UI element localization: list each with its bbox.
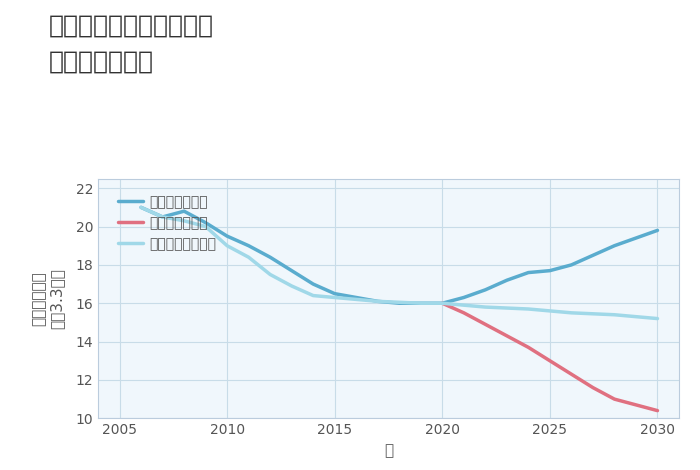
Line: ノーマルシナリオ: ノーマルシナリオ [141,207,657,319]
グッドシナリオ [136,204,145,210]
グッドシナリオ [589,252,597,258]
グッドシナリオ [524,270,533,275]
バッドシナリオ [653,408,662,414]
グッドシナリオ [653,227,662,233]
X-axis label: 年: 年 [384,443,393,458]
グッドシナリオ [158,214,167,220]
ノーマルシナリオ [503,305,511,311]
グッドシナリオ [223,233,231,239]
グッドシナリオ [309,281,317,287]
バッドシナリオ [546,358,554,364]
ノーマルシナリオ [567,310,575,316]
グッドシナリオ [180,208,188,214]
Line: グッドシナリオ: グッドシナリオ [141,207,657,303]
グッドシナリオ [438,300,447,306]
Legend: グッドシナリオ, バッドシナリオ, ノーマルシナリオ: グッドシナリオ, バッドシナリオ, ノーマルシナリオ [111,188,223,258]
ノーマルシナリオ [395,299,403,305]
グッドシナリオ [330,291,339,297]
ノーマルシナリオ [653,316,662,321]
バッドシナリオ [460,310,468,316]
ノーマルシナリオ [244,254,253,260]
グッドシナリオ [266,254,274,260]
ノーマルシナリオ [136,204,145,210]
グッドシナリオ [352,295,361,300]
Text: 三重県津市安濃町連部の
土地の価格推移: 三重県津市安濃町連部の 土地の価格推移 [49,14,214,73]
ノーマルシナリオ [481,304,489,310]
ノーマルシナリオ [546,308,554,314]
ノーマルシナリオ [158,214,167,220]
グッドシナリオ [460,295,468,300]
バッドシナリオ [567,371,575,377]
グッドシナリオ [288,268,296,274]
ノーマルシナリオ [352,297,361,302]
グッドシナリオ [632,235,640,241]
ノーマルシナリオ [309,293,317,298]
バッドシナリオ [610,396,619,402]
バッドシナリオ [438,300,447,306]
Line: バッドシナリオ: バッドシナリオ [442,303,657,411]
Y-axis label: 単価（万円）
坪（3.3㎡）: 単価（万円） 坪（3.3㎡） [32,268,64,329]
グッドシナリオ [546,268,554,274]
バッドシナリオ [632,402,640,407]
バッドシナリオ [524,345,533,350]
ノーマルシナリオ [589,311,597,317]
ノーマルシナリオ [266,272,274,277]
ノーマルシナリオ [330,295,339,300]
グッドシナリオ [244,243,253,249]
ノーマルシナリオ [632,314,640,320]
ノーマルシナリオ [223,243,231,249]
バッドシナリオ [589,385,597,391]
ノーマルシナリオ [288,283,296,289]
バッドシナリオ [481,321,489,327]
ノーマルシナリオ [416,300,425,306]
バッドシナリオ [503,333,511,339]
グッドシナリオ [374,298,382,304]
グッドシナリオ [567,262,575,268]
ノーマルシナリオ [438,300,447,306]
ノーマルシナリオ [180,218,188,224]
グッドシナリオ [481,287,489,293]
ノーマルシナリオ [374,298,382,304]
ノーマルシナリオ [460,302,468,308]
グッドシナリオ [416,300,425,306]
ノーマルシナリオ [610,312,619,318]
ノーマルシナリオ [524,306,533,312]
グッドシナリオ [610,243,619,249]
ノーマルシナリオ [202,224,210,229]
グッドシナリオ [395,300,403,306]
グッドシナリオ [503,277,511,283]
グッドシナリオ [202,220,210,226]
